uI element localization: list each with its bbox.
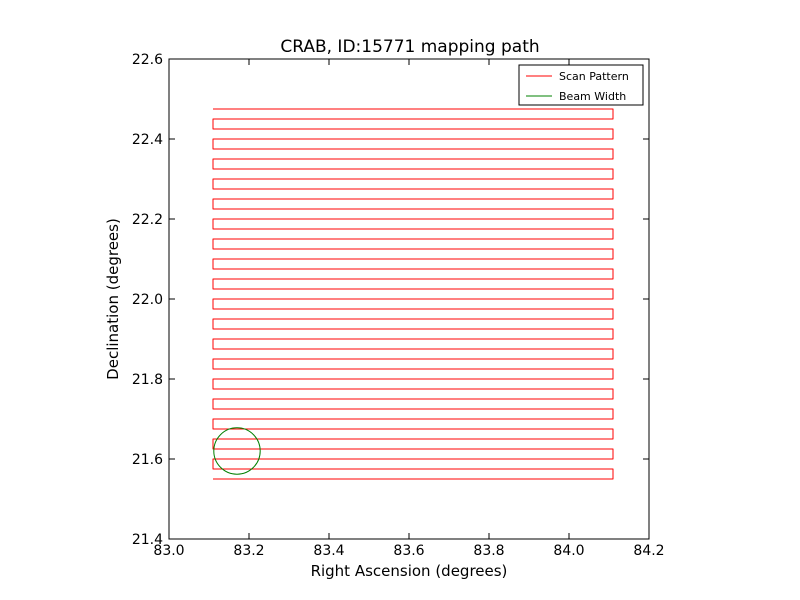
y-tick-label-6: 22.6 bbox=[132, 52, 163, 68]
scan-pattern-series bbox=[212, 108, 614, 480]
axis-ticks: 83.0 83.2 83.4 83.6 83.8 84.0 84.2 21.4 21.6 21.8… bbox=[132, 52, 665, 559]
scan-pattern-line bbox=[212, 108, 614, 480]
beam-width-circle bbox=[213, 427, 261, 475]
y-tick-label-2: 21.8 bbox=[132, 372, 163, 388]
x-tick-label-3: 83.6 bbox=[393, 543, 424, 559]
x-tick-label-6: 84.2 bbox=[633, 543, 664, 559]
legend-label-beam-width: Beam Width bbox=[559, 90, 626, 103]
legend-box bbox=[518, 64, 644, 106]
legend-label-scan-pattern: Scan Pattern bbox=[559, 70, 629, 83]
chart-title: CRAB, ID:15771 mapping path bbox=[280, 37, 539, 57]
y-tick-label-3: 22.0 bbox=[132, 292, 163, 308]
y-tick-label-1: 21.6 bbox=[132, 452, 163, 468]
y-tick-label-4: 22.2 bbox=[132, 212, 163, 228]
beam-width-series bbox=[213, 427, 261, 475]
x-tick-label-2: 83.4 bbox=[313, 543, 344, 559]
y-tick-label-5: 22.4 bbox=[132, 132, 163, 148]
x-tick-label-4: 83.8 bbox=[473, 543, 504, 559]
y-axis-label: Declination (degrees) bbox=[104, 218, 122, 380]
y-tick-label-0: 21.4 bbox=[132, 532, 163, 548]
x-tick-label-0: 83.0 bbox=[153, 543, 184, 559]
x-axis-label: Right Ascension (degrees) bbox=[311, 562, 508, 580]
legend: Scan Pattern Beam Width bbox=[518, 64, 644, 106]
x-tick-label-5: 84.0 bbox=[553, 543, 584, 559]
x-tick-label-1: 83.2 bbox=[233, 543, 264, 559]
